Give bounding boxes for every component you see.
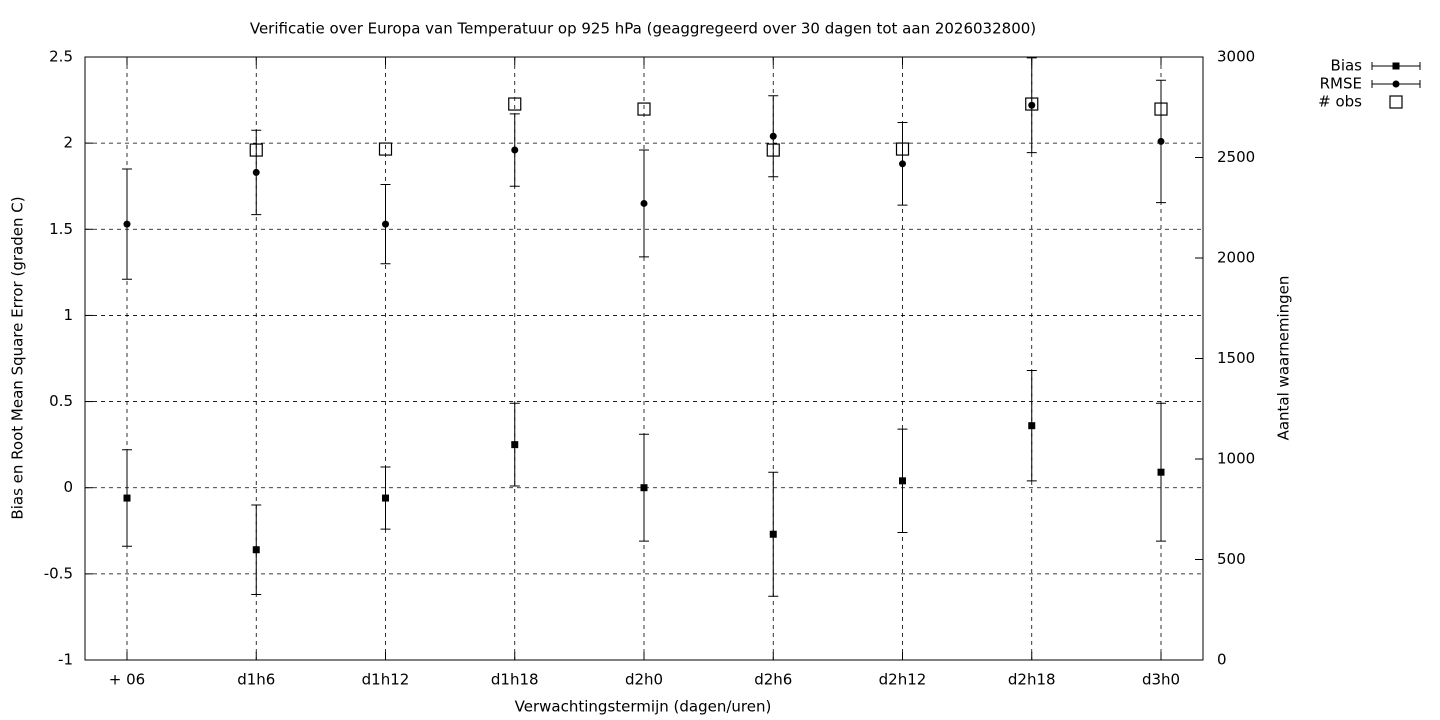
legend-marker [1392, 80, 1400, 88]
marker-open-square [637, 102, 651, 116]
chart-title: Verificatie over Europa van Temperatuur … [250, 20, 1036, 38]
x-tick-label: d1h12 [362, 671, 410, 689]
y2-tick-label: 1500 [1217, 349, 1255, 367]
x-axis-label: Verwachtingstermijn (dagen/uren) [515, 698, 772, 716]
marker-circle [252, 168, 260, 176]
marker-square [382, 494, 389, 502]
x-tick-label: d1h18 [491, 671, 539, 689]
y-tick-label: 2.5 [49, 48, 73, 66]
x-tick-label: d3h0 [1142, 671, 1180, 689]
marker-circle [1028, 101, 1036, 109]
legend-label: Bias [1331, 57, 1363, 75]
x-tick-label: d2h18 [1008, 671, 1056, 689]
y-axis-label: Bias en Root Mean Square Error (graden C… [9, 196, 27, 519]
marker-circle [640, 199, 648, 207]
marker-square [511, 441, 519, 449]
legend-label: # obs [1318, 93, 1362, 111]
y-tick-label: -1 [58, 651, 73, 669]
x-tick-label: + 06 [109, 671, 145, 689]
marker-open-square [895, 142, 910, 156]
marker-square [1157, 468, 1165, 476]
marker-open-square [766, 143, 780, 157]
y2-tick-label: 1000 [1217, 450, 1255, 468]
marker-circle [769, 132, 777, 140]
marker-open-square [508, 97, 522, 111]
x-tick-label: d2h6 [754, 671, 792, 689]
y-tick-label: 2 [63, 134, 73, 152]
y2-tick-label: 500 [1217, 550, 1246, 568]
marker-open-square [249, 143, 263, 157]
y2-axis-label: Aantal waarnemingen [1275, 276, 1293, 441]
marker-circle [382, 220, 389, 228]
y2-tick-label: 2500 [1217, 148, 1255, 166]
legend-marker [1392, 62, 1400, 70]
y2-tick-label: 0 [1217, 651, 1227, 669]
marker-circle [123, 220, 131, 228]
legend-marker [1389, 95, 1403, 109]
x-tick-label: d2h0 [625, 671, 663, 689]
y2-tick-label: 3000 [1217, 48, 1255, 66]
marker-open-square [1154, 102, 1168, 116]
marker-circle [511, 146, 519, 154]
marker-circle [1157, 137, 1165, 145]
y-tick-label: 0 [63, 478, 73, 496]
marker-open-square [1025, 97, 1039, 111]
marker-square [252, 546, 260, 554]
x-tick-label: d2h12 [879, 671, 927, 689]
marker-open-square [378, 142, 393, 156]
marker-square [899, 477, 906, 485]
marker-square [640, 484, 648, 492]
marker-square [1028, 422, 1036, 430]
legend-label: RMSE [1320, 75, 1362, 93]
y-tick-label: 0.5 [49, 392, 73, 410]
y-tick-label: 1 [63, 306, 73, 324]
x-tick-label: d1h6 [237, 671, 275, 689]
y-tick-label: 1.5 [49, 220, 73, 238]
marker-circle [899, 160, 906, 168]
marker-square [769, 530, 777, 538]
y2-tick-label: 2000 [1217, 249, 1255, 267]
y-tick-label: -0.5 [44, 564, 73, 582]
marker-square [123, 494, 131, 502]
